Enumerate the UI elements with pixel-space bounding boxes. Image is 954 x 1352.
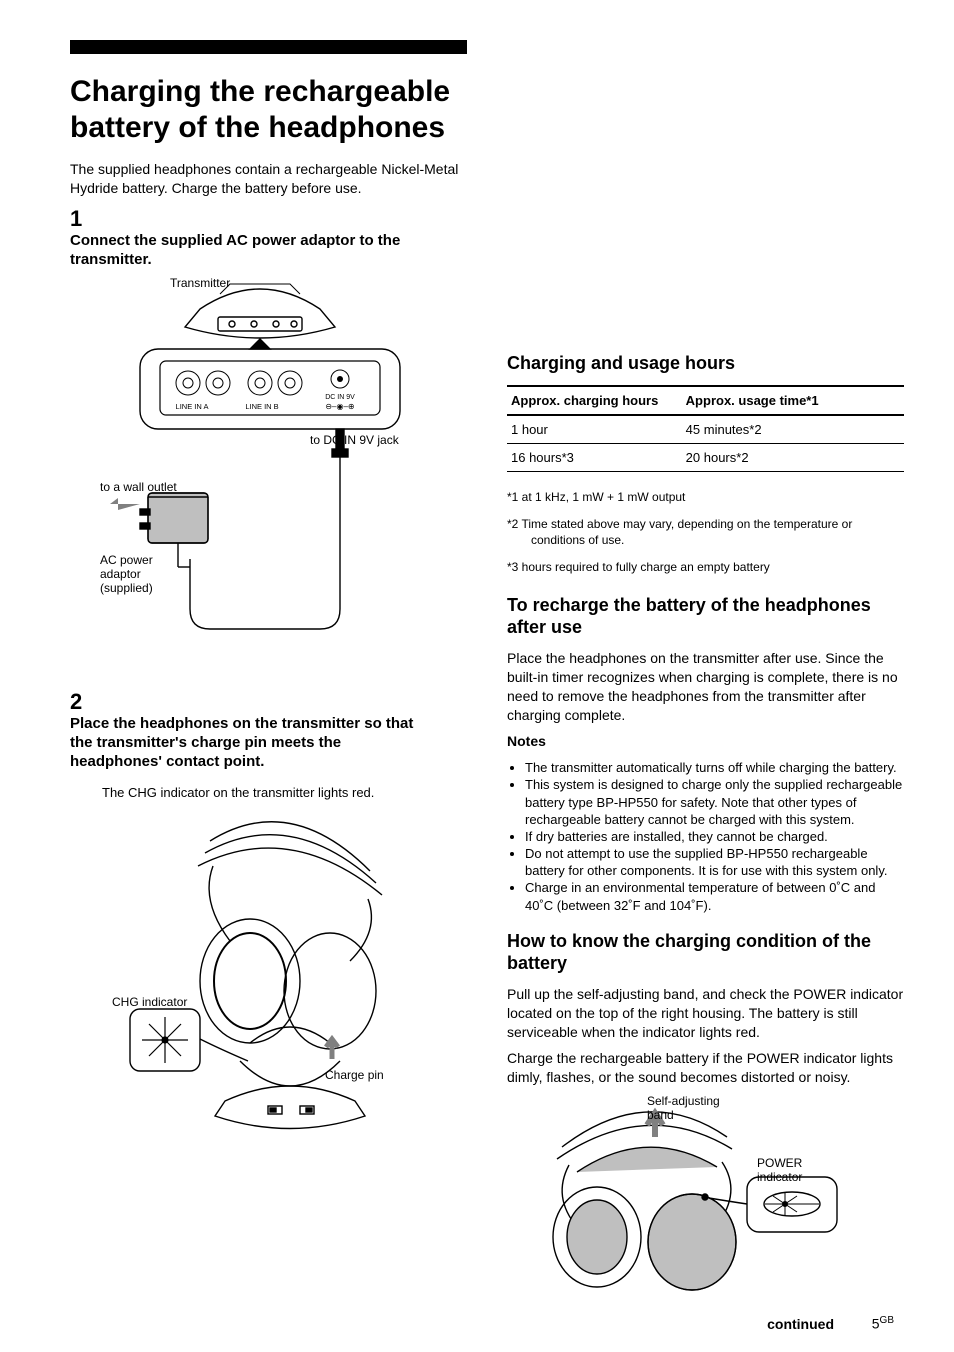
step-2-note: The CHG indicator on the transmitter lig… bbox=[102, 785, 467, 802]
notes-list: The transmitter automatically turns off … bbox=[507, 759, 904, 913]
battery-body-2: Charge the rechargeable battery if the P… bbox=[507, 1049, 904, 1087]
label-self-adjust-band: Self-adjusting band bbox=[647, 1095, 747, 1123]
dock-svg bbox=[100, 811, 400, 1131]
label-dcin: to DC IN 9V jack bbox=[310, 434, 420, 448]
transmitter-svg: LINE IN A LINE IN B DC IN 9V ⊖–◉–⊕ bbox=[100, 279, 430, 679]
label-adaptor: AC power adaptor (supplied) bbox=[100, 554, 180, 595]
step-number: 2 bbox=[70, 689, 98, 715]
figure-transmitter-adaptor: LINE IN A LINE IN B DC IN 9V ⊖–◉–⊕ bbox=[100, 279, 430, 679]
footnote: *1 at 1 kHz, 1 mW + 1 mW output bbox=[531, 490, 904, 506]
label-outlet: to a wall outlet bbox=[100, 481, 180, 495]
svg-text:⊖–◉–⊕: ⊖–◉–⊕ bbox=[325, 402, 354, 411]
step-1: 1 Connect the supplied AC power adaptor … bbox=[70, 206, 467, 270]
footnote: *2 Time stated above may vary, depending… bbox=[531, 517, 904, 548]
list-item: Charge in an environmental temperature o… bbox=[525, 879, 904, 913]
step-number: 1 bbox=[70, 206, 98, 232]
th-charging: Approx. charging hours bbox=[507, 386, 682, 415]
th-usage: Approx. usage time*1 bbox=[682, 386, 904, 415]
heading-charge-hours: Charging and usage hours bbox=[507, 352, 904, 375]
label-chg: CHG indicator bbox=[112, 996, 192, 1010]
svg-text:LINE IN B: LINE IN B bbox=[245, 402, 278, 411]
label-transmitter: Transmitter bbox=[170, 277, 230, 291]
page-number: 5GB bbox=[872, 1315, 894, 1332]
power-svg bbox=[517, 1097, 847, 1297]
step-2: 2 Place the headphones on the transmitte… bbox=[70, 689, 467, 771]
label-charge-pin: Charge pin bbox=[325, 1069, 405, 1083]
section-rule bbox=[70, 40, 467, 54]
list-item: If dry batteries are installed, they can… bbox=[525, 828, 904, 845]
svg-text:LINE IN A: LINE IN A bbox=[176, 402, 209, 411]
footnote: *3 hours required to fully charge an emp… bbox=[531, 560, 904, 576]
intro-paragraph: The supplied headphones contain a rechar… bbox=[70, 160, 467, 198]
table-charge-hours: Approx. charging hours Approx. usage tim… bbox=[507, 385, 904, 472]
list-item: Do not attempt to use the supplied BP-HP… bbox=[525, 845, 904, 879]
page-title: Charging the rechargeable battery of the… bbox=[70, 74, 467, 146]
table-row: 16 hours*3 20 hours*2 bbox=[507, 443, 904, 471]
label-power-indicator: POWER indicator bbox=[757, 1157, 847, 1185]
recharge-body: Place the headphones on the transmitter … bbox=[507, 649, 904, 725]
figure-headphones-on-dock: CHG indicator Charge pin bbox=[100, 811, 400, 1131]
continued-label: continued bbox=[767, 1316, 834, 1332]
heading-battery-condition: How to know the charging condition of th… bbox=[507, 930, 904, 975]
list-item: This system is designed to charge only t… bbox=[525, 776, 904, 827]
notes-heading: Notes bbox=[507, 732, 904, 751]
figure-power-indicator: Self-adjusting band POWER indicator bbox=[517, 1097, 847, 1297]
battery-body-1: Pull up the self-adjusting band, and che… bbox=[507, 985, 904, 1042]
step-text: Connect the supplied AC power adaptor to… bbox=[70, 232, 435, 270]
list-item: The transmitter automatically turns off … bbox=[525, 759, 904, 776]
table-row: 1 hour 45 minutes*2 bbox=[507, 415, 904, 444]
svg-text:DC IN 9V: DC IN 9V bbox=[325, 394, 355, 401]
heading-recharge: To recharge the battery of the headphone… bbox=[507, 594, 904, 639]
step-text: Place the headphones on the transmitter … bbox=[70, 715, 435, 771]
